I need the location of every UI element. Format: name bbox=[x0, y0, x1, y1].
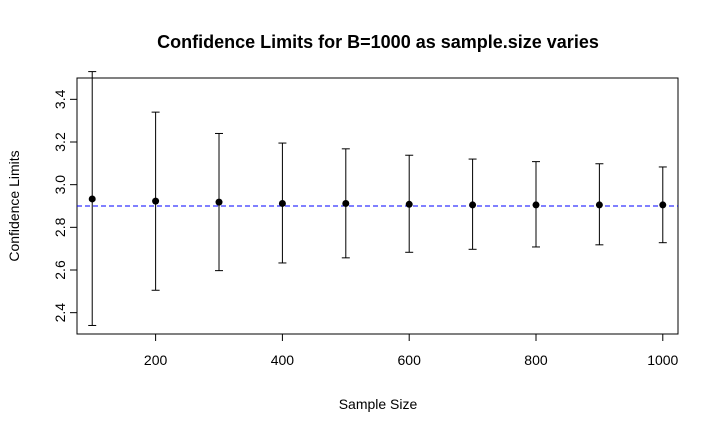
data-point bbox=[532, 201, 540, 209]
data-points bbox=[88, 195, 667, 209]
data-point bbox=[405, 200, 413, 208]
x-axis-label: Sample Size bbox=[339, 396, 418, 412]
x-tick-label: 1000 bbox=[647, 352, 678, 368]
y-tick-label: 2.8 bbox=[52, 217, 68, 237]
x-tick-label: 600 bbox=[398, 352, 422, 368]
y-tick-label: 3.0 bbox=[52, 175, 68, 195]
x-tick-label: 200 bbox=[144, 352, 168, 368]
y-axis-label: Confidence Limits bbox=[6, 150, 22, 261]
y-tick-label: 3.2 bbox=[52, 132, 68, 152]
data-point bbox=[278, 199, 286, 207]
chart-title: Confidence Limits for B=1000 as sample.s… bbox=[157, 32, 599, 52]
data-point bbox=[88, 195, 96, 203]
error-bars bbox=[88, 71, 667, 326]
y-tick-label: 2.6 bbox=[52, 260, 68, 280]
x-tick-label: 400 bbox=[271, 352, 295, 368]
y-axis: 2.4 2.6 2.8 3.0 3.2 3.4 bbox=[52, 89, 78, 323]
y-tick-label: 3.4 bbox=[52, 89, 68, 109]
data-point bbox=[215, 198, 223, 206]
x-tick-label: 800 bbox=[524, 352, 548, 368]
data-point bbox=[469, 201, 477, 209]
data-point bbox=[659, 201, 667, 209]
data-point bbox=[152, 197, 160, 205]
x-axis: 200 400 600 800 1000 bbox=[144, 333, 679, 368]
y-tick-label: 2.4 bbox=[52, 303, 68, 323]
data-point bbox=[342, 199, 350, 207]
data-point bbox=[595, 201, 603, 209]
